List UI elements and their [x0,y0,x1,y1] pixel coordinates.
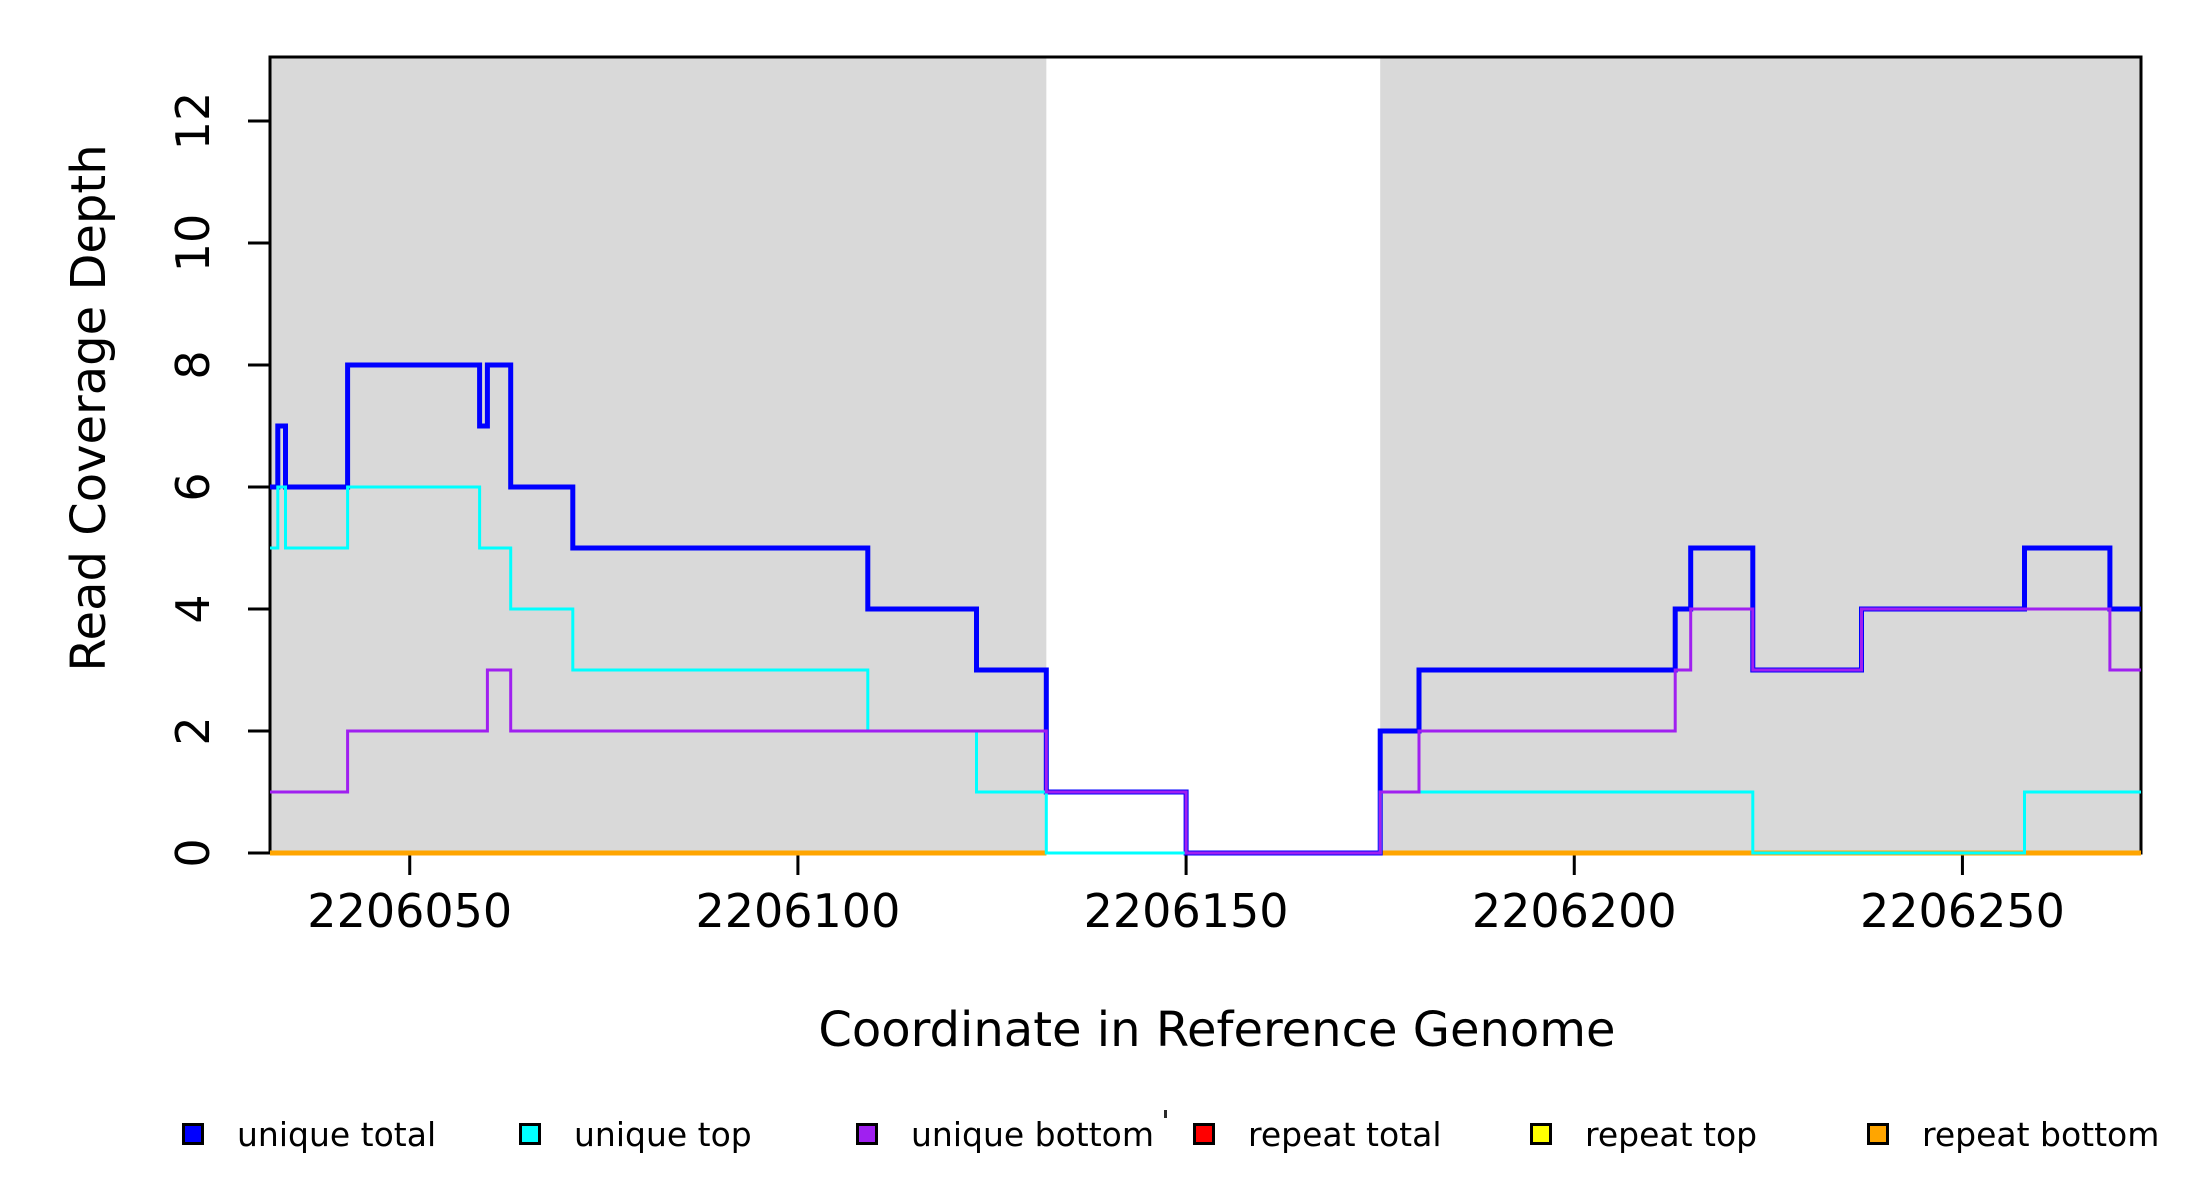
y-tick-label: 0 [166,838,220,868]
x-tick-label: 2206150 [1083,884,1289,938]
x-tick-label: 2206050 [307,884,513,938]
legend-label: unique top [574,1114,752,1154]
legend-label: repeat total [1248,1114,1442,1154]
legend-swatch-icon [1193,1123,1215,1145]
legend-label: unique total [237,1114,437,1154]
shaded-region [270,57,1047,853]
legend-swatch-icon [1867,1123,1889,1145]
stray-mark [1164,1110,1167,1118]
y-tick-label: 8 [166,350,220,380]
series-unique-bottom [270,607,2141,855]
legend-item-repeat-top: repeat top [1530,1115,1757,1154]
legend-item-unique-top: unique top [519,1115,752,1154]
legend-label: repeat bottom [1922,1114,2160,1154]
legend-label: repeat top [1585,1114,1758,1154]
y-tick-label: 10 [166,213,220,273]
legend-label: unique bottom [911,1114,1155,1154]
series-unique-top [270,485,2141,855]
y-tick-label: 12 [166,91,220,151]
y-tick-label: 4 [166,594,220,624]
x-tick-label: 2206100 [695,884,901,938]
shaded-region [1380,57,2141,853]
legend-swatch-icon [519,1123,541,1145]
x-tick-label: 2206250 [1860,884,2065,938]
legend-item-unique-bottom: unique bottom [856,1115,1154,1154]
x-tick-label: 2206200 [1471,884,1677,938]
legend-swatch-icon [182,1123,204,1145]
legend-swatch-icon [1530,1123,1552,1145]
x-axis-title: Coordinate in Reference Genome [818,1002,1616,1058]
legend-item-repeat-bottom: repeat bottom [1867,1115,2159,1154]
y-tick-label: 2 [166,716,220,746]
legend-item-repeat-total: repeat total [1193,1115,1442,1154]
legend-item-unique-total: unique total [182,1115,436,1154]
y-tick-label: 6 [166,472,220,502]
legend-swatch-icon [856,1123,878,1145]
y-axis-title: Read Coverage Depth [61,144,117,672]
